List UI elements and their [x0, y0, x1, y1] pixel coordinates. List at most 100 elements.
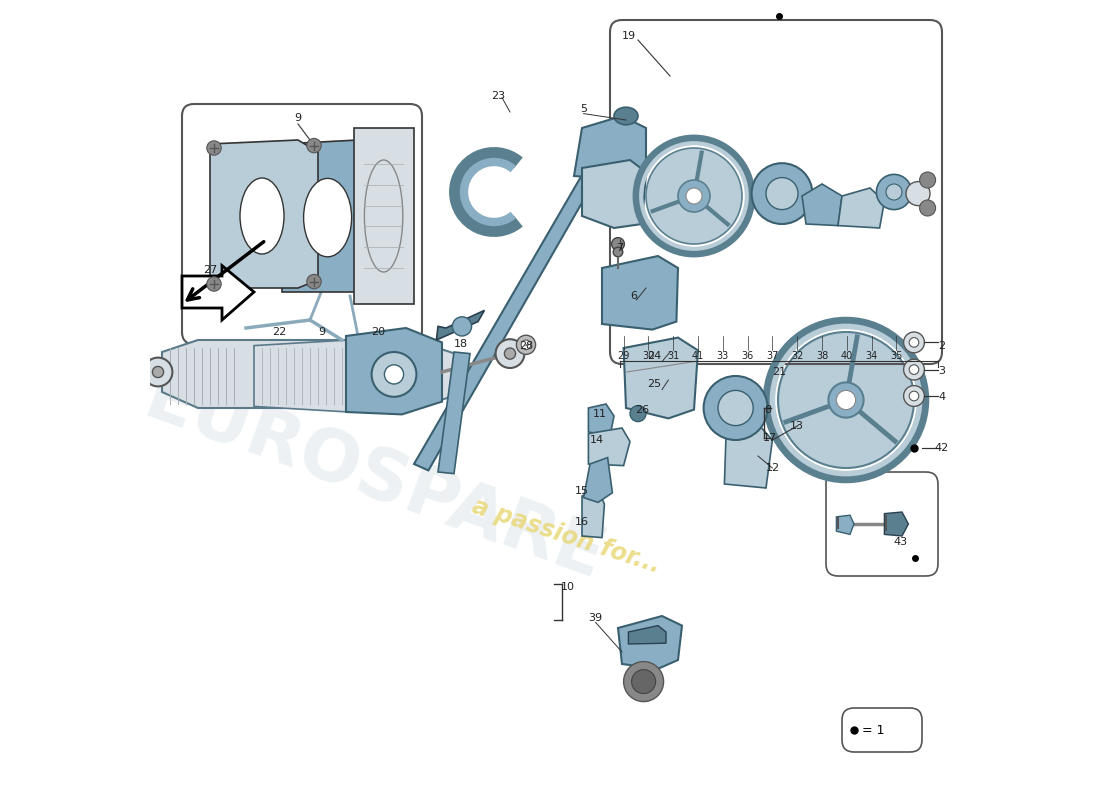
Polygon shape: [584, 458, 613, 502]
Circle shape: [910, 338, 918, 347]
Text: EUROSPARE: EUROSPARE: [134, 365, 614, 595]
Polygon shape: [838, 188, 884, 228]
Circle shape: [828, 382, 864, 418]
Text: 4: 4: [938, 392, 946, 402]
Circle shape: [612, 238, 625, 250]
Circle shape: [920, 172, 936, 188]
Text: 37: 37: [767, 351, 779, 361]
Polygon shape: [210, 140, 318, 288]
Circle shape: [153, 366, 164, 378]
Text: 40: 40: [840, 351, 852, 361]
Text: 29: 29: [617, 351, 630, 361]
Circle shape: [207, 277, 221, 291]
Circle shape: [384, 365, 404, 384]
Text: 27: 27: [202, 266, 217, 275]
Polygon shape: [582, 490, 604, 538]
Polygon shape: [254, 340, 349, 412]
Circle shape: [144, 358, 173, 386]
Text: 6: 6: [630, 291, 638, 301]
Text: 3: 3: [938, 366, 946, 376]
Circle shape: [903, 332, 924, 353]
Text: 26: 26: [635, 406, 649, 415]
Circle shape: [778, 332, 914, 468]
Text: 34: 34: [866, 351, 878, 361]
Text: 12: 12: [766, 463, 780, 473]
Text: a passion for...: a passion for...: [469, 494, 663, 578]
Circle shape: [836, 390, 856, 410]
Circle shape: [686, 188, 702, 204]
Ellipse shape: [614, 107, 638, 125]
Text: 41: 41: [692, 351, 704, 361]
Polygon shape: [618, 616, 682, 669]
Text: 15: 15: [575, 486, 589, 496]
Circle shape: [903, 359, 924, 380]
Text: 7: 7: [616, 243, 624, 253]
Circle shape: [631, 670, 656, 694]
Text: 43: 43: [893, 538, 907, 547]
Text: 32: 32: [791, 351, 803, 361]
Text: 5: 5: [580, 104, 587, 114]
Circle shape: [630, 406, 646, 422]
Polygon shape: [725, 424, 772, 488]
Text: 25: 25: [647, 379, 661, 389]
Polygon shape: [588, 428, 630, 466]
Polygon shape: [574, 116, 646, 180]
Circle shape: [307, 274, 321, 289]
Ellipse shape: [364, 160, 403, 272]
Polygon shape: [602, 256, 678, 330]
Text: 42: 42: [935, 443, 949, 453]
Circle shape: [521, 340, 531, 350]
Circle shape: [496, 339, 525, 368]
Circle shape: [910, 365, 918, 374]
Polygon shape: [588, 404, 614, 436]
Circle shape: [704, 376, 768, 440]
Polygon shape: [346, 328, 442, 414]
Text: 13: 13: [790, 421, 803, 430]
Text: 24: 24: [647, 351, 661, 361]
Text: 18: 18: [453, 339, 468, 349]
Text: 17: 17: [763, 434, 777, 443]
Ellipse shape: [240, 178, 284, 254]
Polygon shape: [628, 626, 666, 644]
Circle shape: [613, 247, 623, 257]
Polygon shape: [162, 340, 462, 408]
Text: 8: 8: [764, 406, 771, 415]
Circle shape: [886, 184, 902, 200]
Circle shape: [307, 138, 321, 153]
Text: 22: 22: [273, 327, 287, 337]
Text: 33: 33: [717, 351, 729, 361]
Circle shape: [207, 141, 221, 155]
Text: 9: 9: [295, 114, 301, 123]
Circle shape: [718, 390, 754, 426]
Polygon shape: [884, 512, 909, 536]
Circle shape: [906, 182, 930, 206]
Circle shape: [372, 352, 417, 397]
Circle shape: [910, 391, 918, 401]
Circle shape: [624, 662, 663, 702]
Text: = 1: = 1: [862, 723, 884, 737]
Text: 38: 38: [816, 351, 828, 361]
Text: 23: 23: [491, 91, 505, 101]
Text: 36: 36: [741, 351, 754, 361]
Text: 11: 11: [593, 409, 606, 418]
Text: 9: 9: [318, 327, 326, 337]
Polygon shape: [836, 515, 854, 534]
Text: 16: 16: [575, 517, 589, 526]
Circle shape: [646, 148, 742, 244]
Text: 21: 21: [772, 367, 786, 377]
Circle shape: [678, 180, 710, 212]
Circle shape: [452, 317, 472, 336]
Polygon shape: [438, 352, 470, 474]
Polygon shape: [582, 160, 646, 228]
Circle shape: [516, 335, 536, 354]
Text: 10: 10: [561, 582, 574, 592]
Text: 20: 20: [371, 327, 385, 337]
Circle shape: [505, 348, 516, 359]
Polygon shape: [624, 338, 698, 418]
Circle shape: [877, 174, 912, 210]
Polygon shape: [282, 140, 374, 292]
Polygon shape: [182, 266, 254, 320]
Text: 19: 19: [621, 31, 636, 41]
Circle shape: [920, 200, 936, 216]
Polygon shape: [354, 128, 414, 304]
